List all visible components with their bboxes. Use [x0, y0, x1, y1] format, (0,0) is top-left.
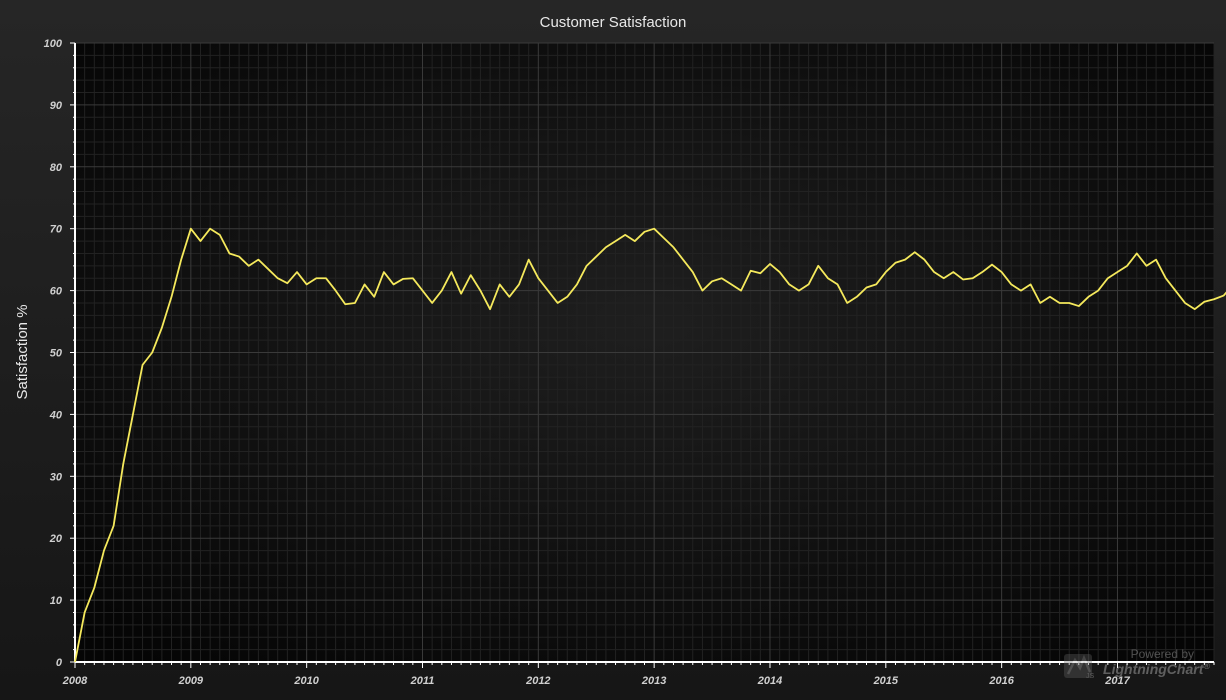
watermark-brand: LightningChart® [1103, 661, 1210, 677]
y-tick-label: 70 [50, 224, 63, 236]
y-tick-label: 100 [44, 38, 63, 50]
y-tick-label: 60 [50, 286, 63, 298]
y-tick-label: 80 [50, 162, 63, 174]
y-tick-label: 90 [50, 100, 63, 112]
x-tick-label: 2013 [641, 675, 666, 687]
x-tick-label: 2011 [410, 675, 435, 687]
x-tick-label: 2008 [62, 675, 88, 687]
x-tick-label: 2010 [293, 675, 319, 687]
y-tick-label: 50 [50, 348, 63, 360]
x-tick-label: 2009 [178, 675, 204, 687]
y-tick-label: 10 [50, 595, 63, 607]
x-tick-label: 2014 [757, 675, 782, 687]
x-tick-label: 2012 [525, 675, 550, 687]
x-tick-label: 2017 [1104, 675, 1130, 687]
y-axis-title: Satisfaction % [14, 304, 31, 399]
grid-layer [74, 42, 1215, 663]
series-line-satisfaction[interactable] [74, 227, 1226, 663]
y-tick-label: 20 [49, 533, 63, 545]
lightningchart-watermark[interactable]: JS Powered by LightningChart® [1064, 646, 1214, 686]
x-tick-label: 2015 [873, 675, 899, 687]
watermark-registered-mark: ® [1203, 661, 1210, 671]
watermark-brand-name: LightningChart [1103, 661, 1204, 677]
y-tick-label: 30 [50, 471, 63, 483]
y-tick-label: 0 [56, 657, 63, 669]
axis-layer [70, 42, 1215, 668]
watermark-powered-by: Powered by [1130, 647, 1194, 661]
lightningchart-logo-icon: JS [1064, 654, 1095, 680]
tick-label-layer: 0 10 20 30 40 50 60 70 80 90 100 2008 2009 2010 2011 20… [44, 38, 1131, 687]
logo-text: JS [1086, 673, 1095, 680]
x-tick-label: 2016 [988, 675, 1014, 687]
y-tick-label: 40 [49, 409, 63, 421]
series-layer [74, 227, 1226, 663]
chart-title: Customer Satisfaction [540, 14, 687, 31]
